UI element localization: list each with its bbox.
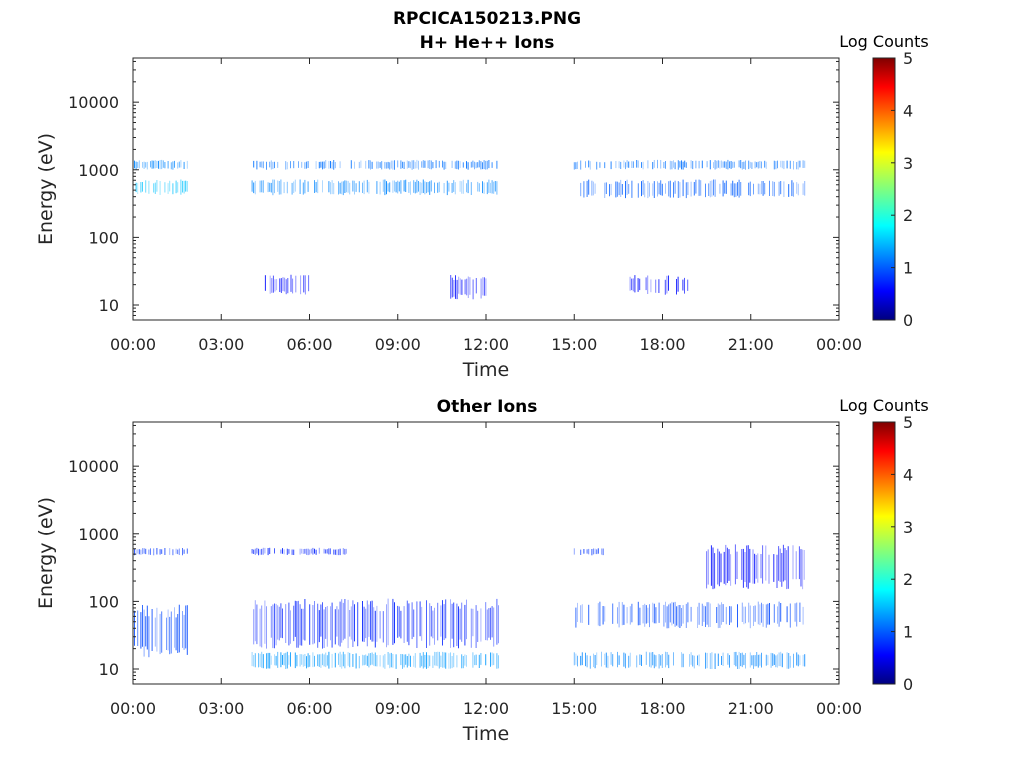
- x-tick-label: 12:00: [463, 335, 509, 354]
- spectrogram-band-1: [135, 179, 188, 195]
- spectrogram-data: [134, 159, 806, 300]
- spectrogram-band-2: [573, 548, 604, 556]
- figure-title: RPCICA150213.PNG: [393, 9, 581, 29]
- y-tick-label: 100: [88, 228, 119, 247]
- x-tick-label: 06:00: [286, 335, 332, 354]
- x-tick-label: 06:00: [286, 699, 332, 718]
- panel-other-ions: 00:00 03:00 06:00 09:00 12:00 15:00 18:00 21:00…: [35, 396, 929, 745]
- colorbar-tick-label: 5: [903, 49, 913, 68]
- spectrogram-band-4: [251, 651, 499, 669]
- colorbar-label: Log Counts: [839, 396, 929, 415]
- x-tick-label: 15:00: [551, 335, 597, 354]
- spectrogram-band-0: [134, 548, 188, 556]
- x-tick-label: 00:00: [816, 699, 862, 718]
- spectrogram-band-2: [253, 159, 498, 170]
- colorbar-tick-label: 3: [903, 154, 913, 173]
- colorbar-tick-label: 2: [903, 570, 913, 589]
- spectrogram-data: [134, 544, 806, 669]
- spectrogram-band-3: [251, 179, 498, 196]
- y-tick-label: 10: [99, 296, 119, 315]
- x-tick-label: 03:00: [198, 699, 244, 718]
- y-tick-label: 100: [88, 592, 119, 611]
- y-tick-label: 1000: [78, 161, 119, 180]
- spectrogram-band-5: [253, 598, 499, 649]
- y-tick-label: 1000: [78, 525, 119, 544]
- spectrogram-band-6: [573, 651, 806, 669]
- x-tick-label: 21:00: [728, 335, 774, 354]
- x-tick-label: 18:00: [639, 335, 685, 354]
- x-tick-label: 09:00: [375, 699, 421, 718]
- x-tick-label: 15:00: [551, 699, 597, 718]
- spectrogram-band-1: [251, 547, 347, 556]
- plot-area: [133, 422, 839, 684]
- x-tick-label: 09:00: [375, 335, 421, 354]
- colorbar-tick-label: 0: [903, 311, 913, 330]
- spectrogram-band-3: [134, 604, 188, 658]
- y-tick-label: 10000: [68, 457, 119, 476]
- spectrogram-band-6: [264, 274, 310, 295]
- colorbar-tick-label: 3: [903, 518, 913, 537]
- plot-area: [133, 58, 839, 320]
- spectrogram-band-7: [575, 601, 804, 629]
- colorbar-tick-label: 1: [903, 623, 913, 642]
- y-tick-label: 10: [99, 660, 119, 679]
- x-tick-label: 00:00: [110, 335, 156, 354]
- y-axis-label: Energy (eV): [35, 497, 57, 609]
- x-tick-label: 00:00: [816, 335, 862, 354]
- x-tick-label: 18:00: [639, 699, 685, 718]
- colorbar-label: Log Counts: [839, 32, 929, 51]
- spectrogram-band-8: [706, 544, 805, 590]
- colorbar-tick-label: 4: [903, 465, 913, 484]
- spectrogram-band-4: [573, 159, 806, 170]
- panel-h-he-ions: 00:00 03:00 06:00 09:00 12:00 15:00 18:00 21:00…: [35, 32, 929, 381]
- y-tick-label: 10000: [68, 93, 119, 112]
- y-axis-label: Energy (eV): [35, 133, 57, 245]
- colorbar-tick-label: 4: [903, 101, 913, 120]
- spectrogram-band-0: [134, 159, 188, 170]
- colorbar-tick-label: 2: [903, 206, 913, 225]
- x-tick-label: 21:00: [728, 699, 774, 718]
- x-tick-label: 03:00: [198, 335, 244, 354]
- colorbar-gradient: [872, 57, 896, 321]
- colorbar-tick-label: 1: [903, 259, 913, 278]
- x-axis-label: Time: [462, 723, 510, 745]
- spectrogram-band-8: [629, 275, 689, 295]
- panel-title-other-ions: Other Ions: [437, 397, 538, 417]
- colorbar-gradient: [872, 421, 896, 685]
- colorbar-tick-label: 5: [903, 413, 913, 432]
- colorbar-tick-label: 0: [903, 675, 913, 694]
- spectrogram-band-7: [450, 275, 487, 300]
- x-tick-label: 00:00: [110, 699, 156, 718]
- figure-subtitle: H+ He++ Ions: [420, 33, 555, 53]
- x-tick-label: 12:00: [463, 699, 509, 718]
- spectrogram-band-5: [580, 179, 806, 199]
- x-axis-label: Time: [462, 359, 510, 381]
